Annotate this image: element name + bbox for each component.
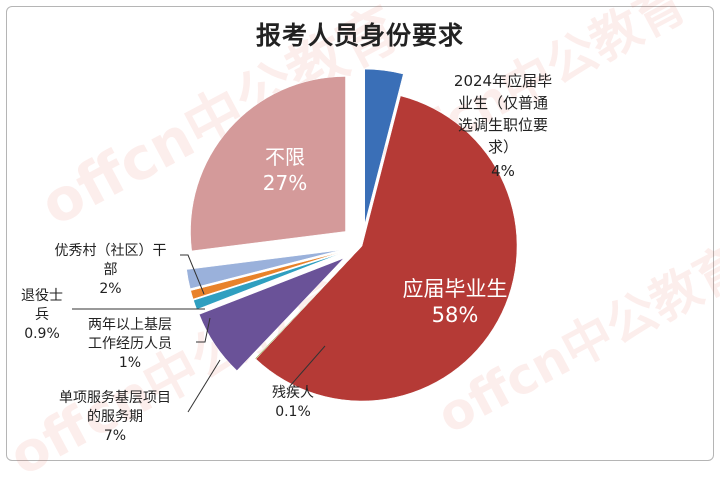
slice-grassroots-service: [198, 258, 344, 371]
label-line: 选调生职位要: [457, 116, 548, 134]
label-value: 7%: [103, 428, 127, 444]
label-line: 求）: [487, 138, 518, 156]
label-value: 0.9%: [24, 326, 60, 342]
slice-unlimited: [190, 76, 346, 252]
label-line: 单项服务基层项目: [59, 390, 171, 406]
slice-label-graduates: 应届毕业生 58%: [365, 276, 545, 328]
slice-label-unlimited: 不限 27%: [245, 144, 325, 196]
slice-village-cadres: [186, 249, 341, 289]
pie-chart: [72, 68, 518, 413]
slice-label-village-cadres: 优秀村（社区）干 部 2%: [38, 242, 183, 299]
slice-label-grassroots-experience: 两年以上基层 工作经历人员 1%: [65, 316, 195, 373]
slice-graduates: [255, 95, 518, 402]
label-value: 1%: [118, 355, 142, 371]
leader-line-grassroots-service: [187, 359, 221, 413]
slice-disabled: [254, 245, 363, 360]
label-line: 退役士: [21, 288, 63, 304]
label-value: 58%: [431, 303, 479, 327]
label-line: 部: [103, 262, 118, 278]
leader-line-grassroots-experience: [196, 317, 211, 343]
label-line: 兵: [35, 307, 49, 323]
label-value: 27%: [262, 171, 308, 195]
slice-veterans: [190, 251, 341, 300]
label-line: 残疾人: [272, 385, 314, 401]
label-line: 工作经历人员: [88, 336, 172, 352]
leader-line-village-cadres: [180, 254, 205, 295]
slice-label-disabled: 残疾人 0.1%: [258, 384, 328, 422]
leader-line-disabled: [289, 345, 326, 387]
label-line: 业生（仅普通: [457, 94, 548, 112]
label-value: 4%: [491, 162, 515, 180]
slice-label-graduates-2024: 2024年应届毕 业生（仅普通 选调生职位要 求） 4%: [428, 70, 578, 182]
slice-label-veterans: 退役士 兵 0.9%: [14, 287, 70, 344]
slice-label-grassroots-service: 单项服务基层项目 的服务期 7%: [40, 389, 190, 446]
label-line: 应届毕业生: [402, 277, 508, 301]
label-line: 两年以上基层: [88, 317, 172, 333]
label-line: 优秀村（社区）干: [54, 243, 167, 259]
slice-graduates-2024: [364, 68, 404, 225]
label-value: 2%: [99, 281, 122, 297]
label-value: 0.1%: [275, 404, 311, 420]
label-line: 的服务期: [87, 409, 143, 425]
chart-title: 报考人员身份要求: [255, 21, 464, 50]
label-line: 不限: [265, 145, 305, 169]
label-line: 2024年应届毕: [453, 72, 553, 90]
